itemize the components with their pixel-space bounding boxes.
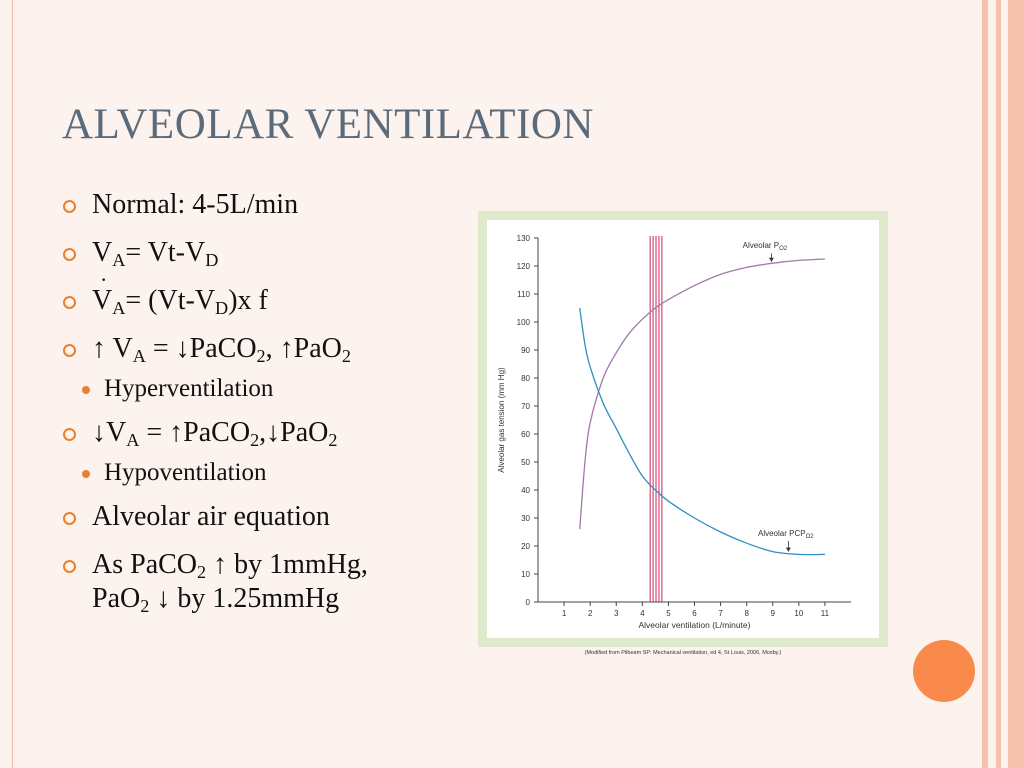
sub-bullet-marker-icon (82, 470, 90, 478)
right-stripe (982, 0, 988, 768)
bullet-increase-va: ↑ VA = ↓PaCO2, ↑PaO2 (62, 332, 462, 366)
po2-curve-label: Alveolar PO2 (743, 241, 788, 252)
y-tick-label: 110 (517, 290, 530, 299)
right-stripe (1001, 0, 1008, 768)
y-tick-label: 30 (521, 514, 530, 523)
decorative-circle (913, 640, 975, 702)
x-tick-label: 6 (692, 609, 697, 618)
y-tick-label: 100 (517, 318, 531, 327)
y-tick-label: 120 (517, 262, 531, 271)
sub-bullet-hyperventilation: Hyperventilation (32, 374, 462, 404)
x-tick-label: 10 (794, 609, 803, 618)
right-stripe (988, 0, 996, 768)
bullet-paco2-pao2-relation: As PaCO2 ↑ by 1mmHg, PaO2 ↓ by 1.25mmHg (62, 548, 432, 616)
x-tick-label: 8 (744, 609, 749, 618)
bullet-alveolar-air-equation: Alveolar air equation (62, 500, 462, 534)
bullet-marker-icon (63, 200, 76, 213)
alveolar-ventilation-chart: 0 10 20 30 40 50 60 70 80 90 100 110 120 130 1 2 3 4 5 6 7 8 9… (497, 234, 851, 630)
right-stripe (996, 0, 1001, 768)
x-tick-label: 4 (640, 609, 645, 618)
y-tick-label: 20 (521, 542, 530, 551)
y-tick-label: 130 (517, 234, 531, 243)
bullet-marker-icon (63, 344, 76, 357)
slide-left-border (0, 0, 13, 768)
chart-frame: 0 10 20 30 40 50 60 70 80 90 100 110 120 130 1 2 3 4 5 6 7 8 9… (478, 211, 888, 647)
y-tick-label: 0 (526, 598, 531, 607)
pco2-curve (579, 307, 825, 556)
pco2-curve-label: Alveolar PCPO2 (758, 529, 814, 540)
right-stripe (1008, 0, 1024, 768)
chart-panel: 0 10 20 30 40 50 60 70 80 90 100 110 120 130 1 2 3 4 5 6 7 8 9… (487, 220, 879, 638)
bullet-decrease-va: ↓VA = ↑PaCO2,↓PaO2 (62, 416, 462, 450)
bullet-list: Normal: 4-5L/min VA= Vt-VD VA= (Vt-VD)x … (62, 188, 462, 630)
y-tick-label: 50 (521, 458, 530, 467)
x-tick-label: 2 (588, 609, 593, 618)
x-tick-label: 5 (666, 609, 671, 618)
y-tick-label: 10 (521, 570, 530, 579)
bullet-marker-icon (63, 560, 76, 573)
bullet-marker-icon (63, 296, 76, 309)
curve-label-arrowhead (768, 257, 774, 262)
po2-curve (579, 258, 825, 530)
y-axis-label: Alveolar gas tension (mm Hg) (497, 367, 506, 473)
slide-title: ALVEOLAR VENTILATION (62, 101, 594, 148)
bullet-marker-icon (63, 512, 76, 525)
y-tick-label: 60 (521, 430, 530, 439)
x-tick-label: 11 (821, 609, 830, 618)
figure-credit: (Modified from Pilbeam SP: Mechanical ve… (584, 650, 782, 656)
y-tick-label: 90 (521, 346, 530, 355)
x-tick-label: 3 (614, 609, 619, 618)
x-tick-label: 1 (562, 609, 567, 618)
y-tick-label: 70 (521, 402, 530, 411)
x-axis-label: Alveolar ventilation (L/minute) (639, 620, 751, 630)
bullet-normal: Normal: 4-5L/min (62, 188, 462, 222)
y-tick-label: 40 (521, 486, 530, 495)
overdot-v: V (92, 263, 112, 318)
y-tick-label: 80 (521, 374, 530, 383)
sub-bullet-marker-icon (82, 386, 90, 394)
bullet-marker-icon (63, 428, 76, 441)
bullet-va-formula: VA= Vt-VD (62, 236, 462, 270)
bullet-va-dot-formula: VA= (Vt-VD)x f (62, 263, 462, 318)
x-tick-label: 9 (771, 609, 776, 618)
curve-label-arrowhead (785, 547, 791, 552)
bullet-marker-icon (63, 248, 76, 261)
sub-bullet-hypoventilation: Hypoventilation (32, 458, 462, 488)
x-tick-label: 7 (718, 609, 723, 618)
